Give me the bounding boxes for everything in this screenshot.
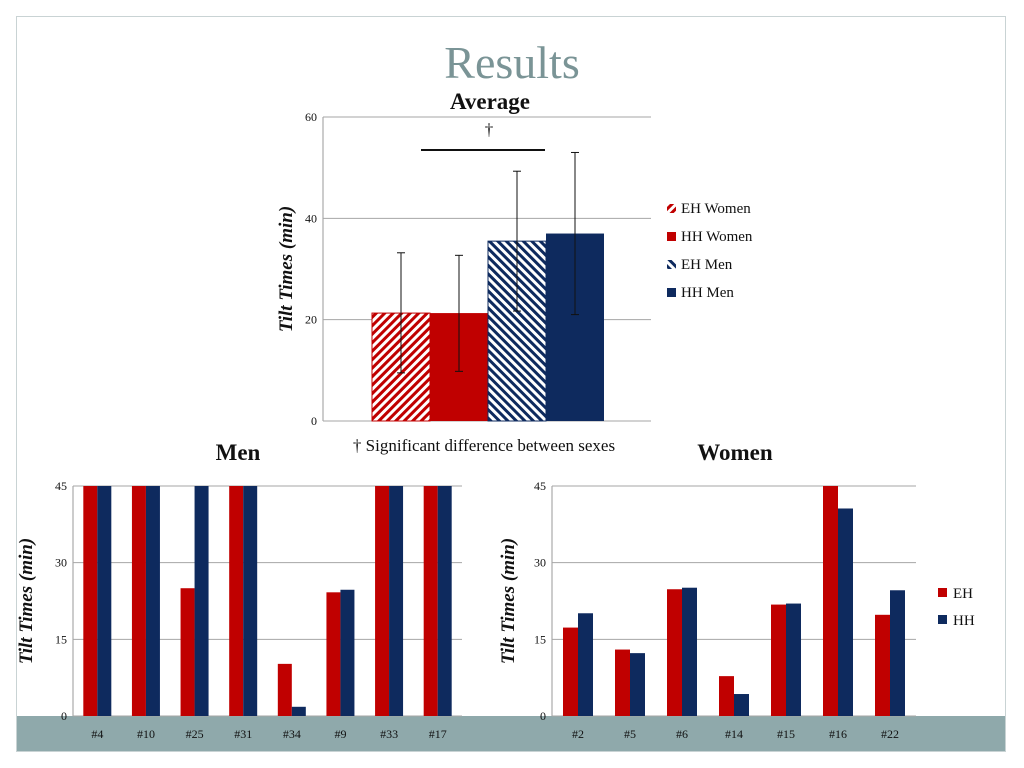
- men-bar: [194, 486, 209, 716]
- women-ytick-label: 45: [534, 479, 546, 493]
- women-legend-label: EH: [953, 586, 973, 602]
- average-ytick-label: 20: [305, 313, 317, 327]
- men-xtick-label: #4: [91, 727, 103, 741]
- women-ytick-label: 15: [534, 632, 546, 646]
- average-legend-swatch: [667, 288, 676, 297]
- women-legend-label: HH: [953, 613, 975, 629]
- men-ylabel: Tilt Times (min): [16, 538, 37, 664]
- footer-band: [17, 716, 1005, 751]
- women-bar: [875, 614, 890, 716]
- average-ytick-label: 60: [305, 110, 317, 124]
- average-ylabel: Tilt Times (min): [276, 206, 297, 332]
- average-legend-swatch: [667, 260, 676, 269]
- average-legend-label: EH Men: [681, 257, 733, 273]
- women-ytick-label: 0: [540, 709, 546, 723]
- women-bar: [630, 653, 645, 716]
- men-xtick-label: #10: [137, 727, 155, 741]
- men-bar: [277, 663, 292, 716]
- women-ytick-label: 30: [534, 556, 546, 570]
- men-ytick-label: 15: [55, 632, 67, 646]
- men-xtick-label: #31: [234, 727, 252, 741]
- women-xtick-label: #2: [572, 727, 584, 741]
- average-footnote: † Significant difference between sexes: [353, 436, 615, 455]
- women-bar: [786, 603, 801, 716]
- women-bar: [823, 486, 838, 716]
- men-xtick-label: #33: [380, 727, 398, 741]
- women-bar: [890, 590, 905, 716]
- average-ytick-label: 0: [311, 414, 317, 428]
- men-xtick-label: #25: [186, 727, 204, 741]
- average-legend-swatch: [667, 204, 676, 213]
- men-bar: [291, 706, 306, 716]
- women-xtick-label: #22: [881, 727, 899, 741]
- men-bar: [340, 589, 355, 716]
- average-legend-swatch: [667, 232, 676, 241]
- women-bar: [682, 587, 697, 716]
- men-ytick-label: 45: [55, 479, 67, 493]
- men-bar: [437, 486, 452, 716]
- women-bar: [563, 627, 578, 716]
- average-legend-label: HH Men: [681, 285, 734, 301]
- women-xtick-label: #6: [676, 727, 688, 741]
- men-bar: [131, 486, 146, 716]
- men-bar: [180, 588, 195, 716]
- women-bar: [719, 676, 734, 716]
- women-xtick-label: #5: [624, 727, 636, 741]
- women-bar: [578, 613, 593, 716]
- average-ytick-label: 40: [305, 211, 317, 225]
- women-chart: Women Tilt Times (min) 0 15 30 45 #2 #5 #6 #14 #15…: [498, 440, 975, 741]
- women-xtick-label: #15: [777, 727, 795, 741]
- men-chart: Men Tilt Times (min) 0 15 30 45 #4 #10 #25 #31 #34…: [16, 440, 462, 741]
- men-ytick-label: 0: [61, 709, 67, 723]
- women-bar: [771, 604, 786, 716]
- men-bar: [243, 486, 258, 716]
- women-legend-swatch: [938, 588, 947, 597]
- women-bar: [615, 649, 630, 716]
- men-ytick-label: 30: [55, 556, 67, 570]
- average-legend-label: HH Women: [681, 229, 753, 245]
- women-legend-swatch: [938, 615, 947, 624]
- slide-frame: [16, 16, 1006, 752]
- significance-dagger: †: [485, 120, 494, 139]
- men-bar: [145, 486, 160, 716]
- women-bar: [838, 508, 853, 716]
- men-bar: [389, 486, 404, 716]
- men-bar: [97, 486, 112, 716]
- men-bar: [423, 486, 438, 716]
- men-bar: [375, 486, 390, 716]
- men-bar: [83, 486, 98, 716]
- men-title: Men: [216, 440, 261, 465]
- men-bar: [229, 486, 244, 716]
- average-title: Average: [450, 89, 530, 114]
- average-chart: Average Tilt Times (min) 0 20 40 60 † † Signifi…: [276, 89, 753, 455]
- women-ylabel: Tilt Times (min): [498, 538, 519, 664]
- women-bar: [667, 589, 682, 716]
- women-xtick-label: #16: [829, 727, 847, 741]
- average-legend-label: EH Women: [681, 201, 751, 217]
- women-bar: [734, 694, 749, 716]
- women-title: Women: [697, 440, 773, 465]
- men-xtick-label: #17: [429, 727, 447, 741]
- men-xtick-label: #9: [334, 727, 346, 741]
- women-xtick-label: #14: [725, 727, 743, 741]
- slide-title: Results: [444, 37, 580, 88]
- men-xtick-label: #34: [283, 727, 301, 741]
- men-bar: [326, 592, 341, 716]
